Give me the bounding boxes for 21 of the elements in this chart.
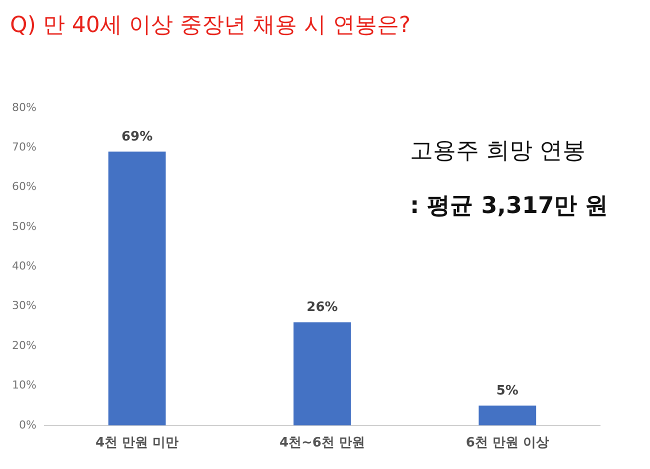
y-tick-label: 50% <box>12 220 36 233</box>
bar <box>478 406 536 426</box>
annotation: : 평균 3,317만 원 <box>410 192 608 221</box>
x-tick-label: 4천~6천 만원 <box>279 436 365 451</box>
bar <box>108 152 166 426</box>
bar <box>294 322 351 426</box>
annotation: 고용주 희망 연봉 <box>410 137 586 166</box>
y-tick-label: 40% <box>12 260 36 273</box>
y-tick-label: 60% <box>12 180 36 194</box>
x-tick-label: 4천 만원 미만 <box>95 436 179 451</box>
y-tick-label: 10% <box>12 378 36 392</box>
data-label: 69% <box>121 130 153 145</box>
x-tick-label: 6천 만원 이상 <box>466 436 549 451</box>
chart-title: Q) 만 40세 이상 중장년 채용 시 연봉은? <box>10 12 411 40</box>
data-label: 26% <box>306 300 338 316</box>
y-tick-label: 70% <box>12 140 36 154</box>
y-tick-label: 80% <box>12 100 36 114</box>
y-tick-label: 20% <box>12 338 36 352</box>
y-tick-label: 0% <box>18 418 36 432</box>
data-label: 5% <box>496 383 518 398</box>
y-tick-label: 30% <box>12 299 36 312</box>
